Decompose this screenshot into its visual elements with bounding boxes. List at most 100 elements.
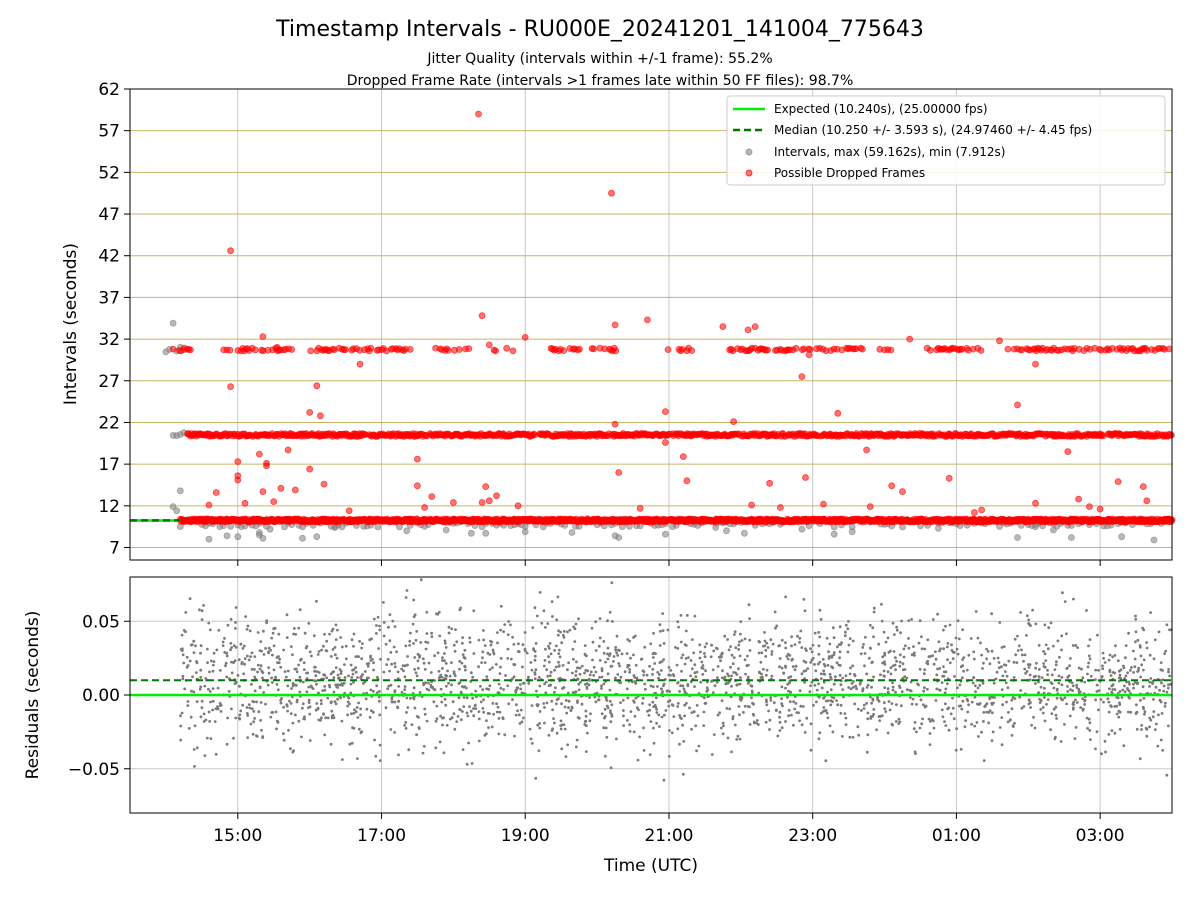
residual-point bbox=[226, 716, 230, 720]
residual-point bbox=[523, 631, 527, 634]
residual-point bbox=[408, 644, 411, 647]
residual-point bbox=[606, 706, 610, 710]
residual-point bbox=[931, 618, 935, 621]
residual-point bbox=[997, 661, 1001, 664]
residual-point bbox=[462, 696, 466, 699]
residual-point bbox=[313, 669, 316, 673]
residual-point bbox=[947, 728, 951, 732]
dropped-frame-point bbox=[503, 344, 511, 352]
residual-point bbox=[866, 733, 870, 737]
residual-point bbox=[882, 701, 886, 705]
residual-point bbox=[738, 640, 741, 644]
residual-point bbox=[653, 662, 657, 665]
interval-point bbox=[331, 524, 339, 531]
residual-point bbox=[730, 674, 733, 678]
residual-point bbox=[388, 669, 391, 673]
residual-point bbox=[739, 676, 742, 679]
residual-point bbox=[427, 681, 430, 685]
residual-point bbox=[786, 657, 790, 661]
residual-point bbox=[832, 696, 836, 700]
dropped-frame-rate-subtitle: Dropped Frame Rate (intervals >1 frames … bbox=[347, 73, 854, 89]
residual-point bbox=[809, 748, 813, 752]
residual-point bbox=[1120, 696, 1124, 699]
residual-point bbox=[441, 667, 444, 670]
residual-point bbox=[202, 604, 206, 607]
residual-point bbox=[811, 643, 815, 647]
residual-point bbox=[435, 717, 439, 720]
residual-point bbox=[300, 735, 303, 739]
residual-point bbox=[375, 632, 378, 635]
intervals-y-axis-label: Intervals (seconds) bbox=[61, 243, 81, 405]
residual-point bbox=[1134, 711, 1138, 715]
residual-point bbox=[339, 636, 342, 639]
residual-point bbox=[621, 698, 625, 702]
residual-point bbox=[698, 656, 702, 660]
dropped-frame-point bbox=[792, 344, 800, 352]
residual-point bbox=[1003, 670, 1007, 673]
residual-point bbox=[317, 650, 321, 653]
residual-point bbox=[396, 670, 400, 674]
residual-point bbox=[608, 610, 612, 614]
residual-point bbox=[1086, 672, 1089, 676]
residual-point bbox=[492, 712, 495, 716]
residual-point bbox=[1059, 696, 1063, 700]
residual-point bbox=[272, 668, 276, 672]
dropped-frame-point bbox=[834, 409, 842, 417]
residual-point bbox=[448, 674, 452, 678]
dropped-frame-point bbox=[866, 503, 874, 511]
dropped-frame-point bbox=[493, 492, 500, 500]
residual-point bbox=[459, 718, 463, 722]
residual-point bbox=[1010, 734, 1014, 737]
residual-point bbox=[245, 628, 249, 631]
residual-point bbox=[349, 663, 353, 667]
residual-point bbox=[636, 758, 640, 762]
dropped-frame-point bbox=[306, 408, 314, 416]
residual-point bbox=[276, 721, 280, 724]
residual-point bbox=[463, 665, 467, 669]
residual-point bbox=[393, 665, 397, 669]
dropped-frame-point bbox=[320, 480, 328, 488]
residual-point bbox=[738, 713, 741, 717]
residual-point bbox=[1102, 656, 1105, 660]
residual-point bbox=[477, 638, 481, 642]
residual-point bbox=[274, 710, 278, 714]
residual-point bbox=[499, 686, 503, 690]
residual-point bbox=[504, 674, 507, 677]
residual-point bbox=[530, 668, 534, 672]
residual-point bbox=[711, 668, 715, 672]
residual-point bbox=[960, 676, 964, 680]
residual-point bbox=[900, 690, 904, 694]
residual-point bbox=[862, 643, 865, 646]
dropped-frame-point bbox=[521, 333, 529, 341]
residual-point bbox=[733, 630, 737, 634]
residual-point bbox=[503, 623, 507, 626]
residual-point bbox=[187, 727, 191, 730]
dropped-frame-point bbox=[475, 110, 482, 118]
residual-point bbox=[841, 735, 844, 738]
dropped-frame-point bbox=[227, 247, 235, 255]
residual-point bbox=[736, 734, 740, 738]
residual-point bbox=[1108, 653, 1112, 657]
residual-point bbox=[509, 623, 512, 627]
residual-point bbox=[839, 683, 843, 687]
residual-point bbox=[913, 750, 917, 754]
residual-point bbox=[1134, 614, 1137, 618]
dropped-frame-point bbox=[1064, 448, 1072, 456]
residual-point bbox=[255, 735, 259, 738]
residual-point bbox=[928, 743, 932, 746]
residual-point bbox=[256, 631, 260, 634]
residual-point bbox=[648, 753, 652, 756]
residual-point bbox=[412, 642, 415, 645]
residual-point bbox=[697, 744, 701, 748]
residual-point bbox=[542, 702, 546, 705]
residual-point bbox=[853, 702, 857, 706]
residual-point bbox=[1060, 676, 1064, 679]
dropped-frame-point bbox=[730, 418, 737, 426]
residual-point bbox=[821, 710, 825, 713]
residual-point bbox=[482, 629, 485, 632]
residual-point bbox=[633, 676, 637, 679]
residual-point bbox=[229, 641, 233, 645]
residual-point bbox=[1051, 644, 1055, 648]
residual-point bbox=[372, 617, 376, 621]
